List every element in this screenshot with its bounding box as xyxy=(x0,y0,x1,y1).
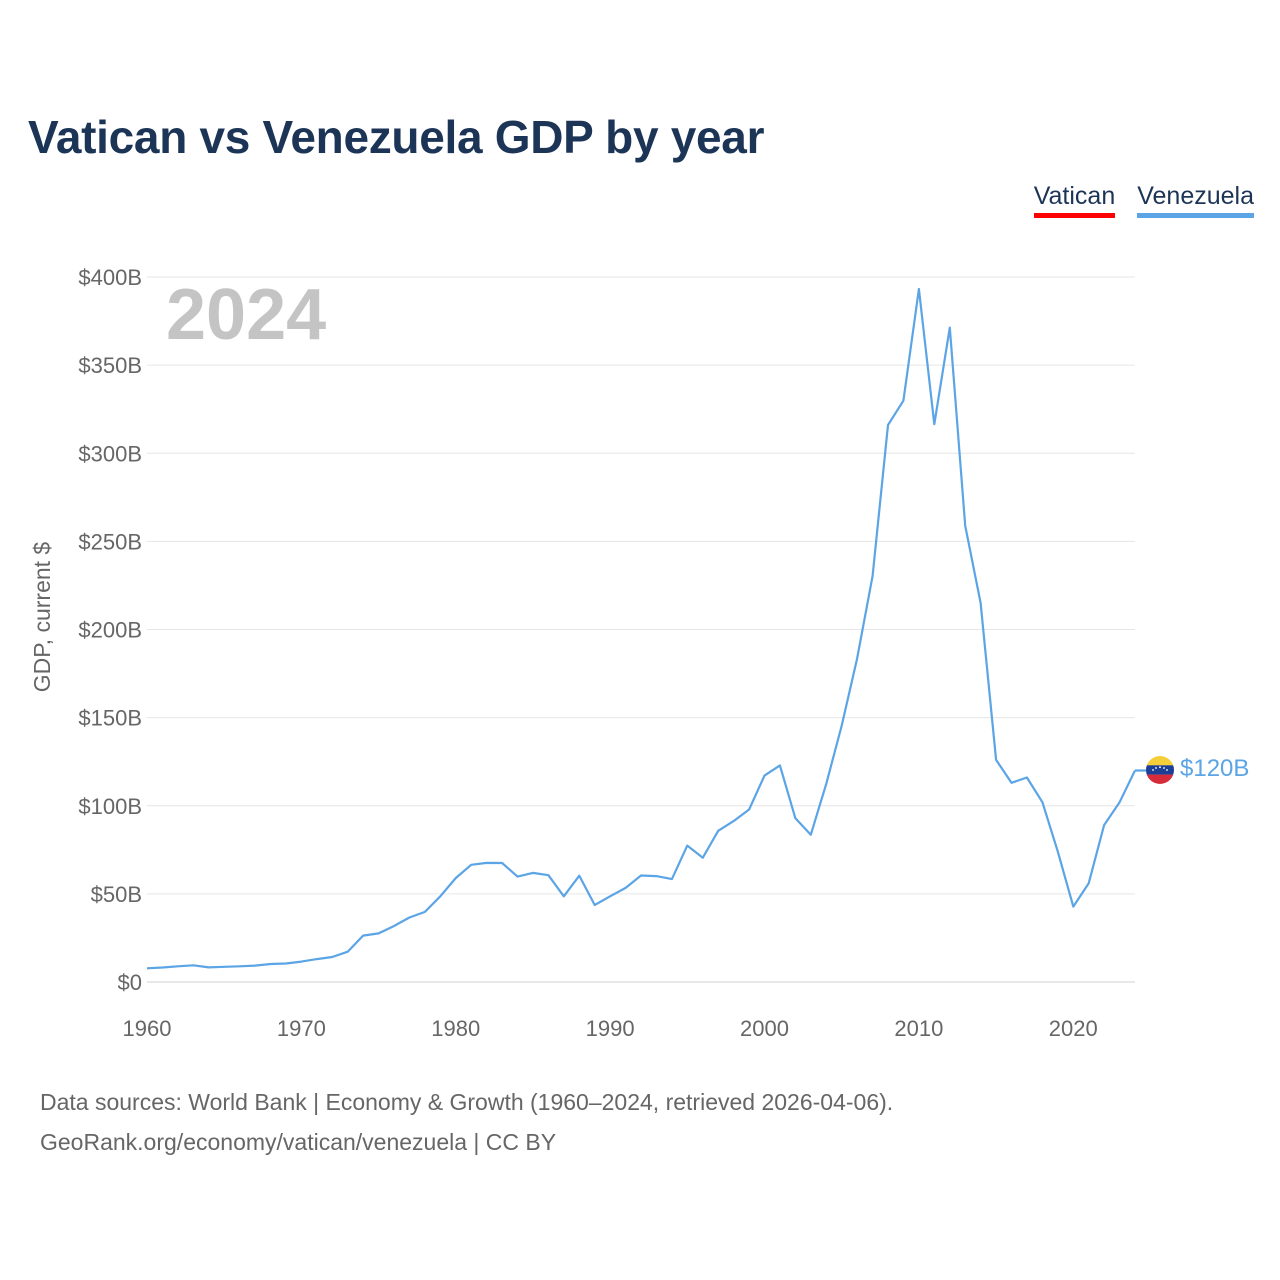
legend-item-vatican[interactable]: Vatican xyxy=(1033,182,1116,218)
y-tick-label: $400B xyxy=(78,265,142,290)
y-tick-label: $100B xyxy=(78,794,142,819)
y-tick-label: $0 xyxy=(118,970,142,995)
y-tick-label: $350B xyxy=(78,353,142,378)
x-tick-label: 2000 xyxy=(740,1016,789,1041)
x-tick-label: 2010 xyxy=(894,1016,943,1041)
y-tick-label: $50B xyxy=(91,882,142,907)
source-line-2: GeoRank.org/economy/vatican/venezuela | … xyxy=(40,1129,557,1155)
x-tick-label: 1970 xyxy=(277,1016,326,1041)
chart-title: Vatican vs Venezuela GDP by year xyxy=(28,111,765,163)
line-chart: $0 $50B $100B $150B $200B $250B $300B $350B $400… xyxy=(29,265,1249,1041)
x-tick-label: 2020 xyxy=(1049,1016,1098,1041)
series-line-venezuela xyxy=(146,287,1136,970)
legend-item-venezuela[interactable]: Venezuela xyxy=(1137,182,1254,218)
y-axis-label: GDP, current $ xyxy=(29,542,55,693)
y-tick-label: $250B xyxy=(78,529,142,554)
source-note: Data sources: World Bank | Economy & Gro… xyxy=(40,1082,893,1162)
y-axis-ticks: $0 $50B $100B $150B $200B $250B $300B $350B $400… xyxy=(78,265,142,995)
legend: Vatican Venezuela xyxy=(1033,182,1254,218)
x-tick-label: 1990 xyxy=(586,1016,635,1041)
year-watermark: 2024 xyxy=(166,275,326,355)
x-tick-label: 1980 xyxy=(431,1016,480,1041)
y-tick-label: $200B xyxy=(78,618,142,643)
x-tick-label: 1960 xyxy=(123,1016,172,1041)
source-line-1: Data sources: World Bank | Economy & Gro… xyxy=(40,1089,894,1115)
x-axis-ticks: 1960 1970 1980 1990 2000 2010 2020 xyxy=(123,1016,1098,1041)
grid-lines xyxy=(147,276,1135,983)
y-tick-label: $300B xyxy=(78,441,142,466)
end-marker: $120B xyxy=(1146,755,1249,784)
y-tick-label: $150B xyxy=(78,706,142,731)
end-value-label: $120B xyxy=(1180,755,1249,782)
series-lines xyxy=(146,287,1146,970)
venezuela-flag-icon xyxy=(1146,756,1174,784)
